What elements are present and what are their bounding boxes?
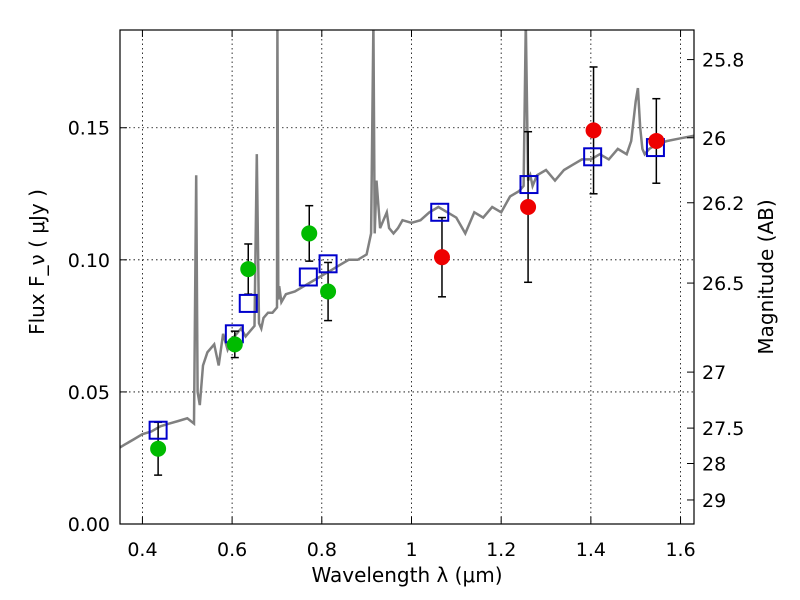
y2-tick-label: 26 [702,128,726,150]
observed-point-green [226,336,243,353]
y2-axis-label: Magnitude (AB) [754,199,778,354]
observed-point-red [433,249,450,266]
observed-point-red [648,132,665,149]
y-tick-label: 0.10 [68,250,110,272]
x-tick-label: 1.6 [665,539,695,561]
x-tick-label: 0.8 [307,539,337,561]
x-tick-label: 0.6 [217,539,247,561]
model-photometry-square [318,254,338,274]
y-axis-label: Flux F_ν ( μJy ) [25,189,49,335]
x-axis-label: Wavelength λ (μm) [311,563,502,587]
observed-point-red [520,198,537,215]
axis-ticks: 0.4 0.6 0.8 1 1.2 1.4 1.6 0.00 0.05 0.10 0.15 25.8 2… [68,30,744,561]
y2-tick-label: 25.8 [702,50,744,72]
x-tick-label: 0.4 [127,539,157,561]
x-tick-label: 1 [405,539,417,561]
model-photometry-square [430,202,450,222]
model-photometry-square [519,175,539,195]
model-photometry-square [148,420,168,440]
x-tick-label: 1.2 [486,539,516,561]
observed-point-red [585,122,602,139]
model-photometry-square [238,293,258,313]
plot-frame [119,29,695,525]
y2-tick-label: 29 [702,490,726,512]
model-photometry-square [583,147,603,167]
y2-tick-label: 26.5 [702,273,744,295]
y2-tick-label: 27 [702,362,726,384]
model-photometry-square [298,267,318,287]
y2-tick-label: 27.5 [702,418,744,440]
observed-point-green [301,225,318,242]
y-tick-label: 0.00 [68,514,110,536]
y-tick-label: 0.05 [68,382,110,404]
y-tick-label: 0.15 [68,118,110,140]
observed-point-green [240,261,257,278]
y2-tick-label: 28 [702,454,726,476]
observed-point-green [320,283,337,300]
y2-tick-label: 26.2 [702,193,744,215]
x-tick-label: 1.4 [576,539,606,561]
observed-photometry-markers [150,122,665,457]
observed-point-green [150,440,167,457]
plot-background [120,30,694,524]
